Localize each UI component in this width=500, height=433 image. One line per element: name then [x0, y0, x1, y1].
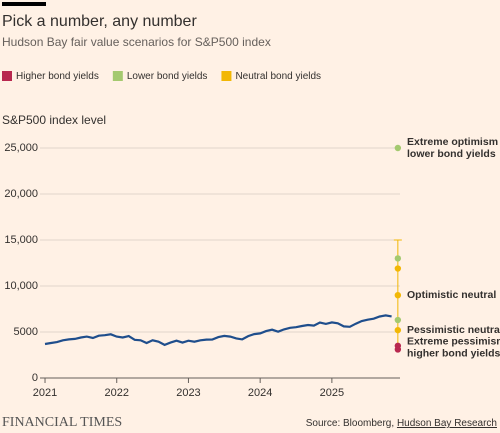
y-tick-label: 5000: [14, 326, 38, 338]
annotation: Extreme optimism: [407, 136, 498, 148]
y-tick-label: 10,000: [4, 280, 38, 292]
legend-swatch: [112, 71, 123, 81]
annotation: lower bond yields: [407, 148, 496, 160]
annotation: Extreme pessimism: [407, 335, 500, 347]
scenario-point: [394, 144, 402, 152]
annotation: Pessimistic neutral: [407, 324, 500, 336]
scenario-point: [394, 316, 402, 324]
y-tick-label: 25,000: [4, 142, 38, 154]
y-axis-label: S&P500 index level: [2, 113, 106, 127]
index-line: [44, 314, 392, 347]
x-tick-label: 2025: [320, 387, 344, 399]
annotation: Optimistic neutral: [407, 289, 496, 301]
source-link[interactable]: Hudson Bay Research: [397, 418, 497, 429]
legend-swatch: [221, 71, 232, 81]
y-tick-label: 15,000: [4, 234, 38, 246]
y-tick-label: 0: [32, 372, 38, 384]
brand: FINANCIAL TIMES: [2, 415, 122, 430]
x-tick-label: 2024: [248, 387, 272, 399]
legend-label: Lower bond yields: [127, 71, 208, 82]
scenario-point: [394, 265, 402, 272]
legend-label: Neutral bond yields: [235, 71, 321, 82]
annotation: higher bond yields: [407, 347, 500, 359]
y-tick-label: 20,000: [4, 188, 38, 200]
scenario-point: [394, 346, 402, 353]
scenario-point: [394, 292, 402, 299]
legend-label: Higher bond yields: [16, 71, 99, 82]
source: Source: Bloomberg, Hudson Bay Research: [306, 418, 497, 429]
legend-swatch: [2, 71, 12, 81]
x-tick-label: 2023: [176, 387, 200, 399]
chart-title: Pick a number, any number: [2, 13, 197, 30]
chart-subtitle: Hudson Bay fair value scenarios for S&P5…: [2, 35, 271, 49]
scenario-point: [394, 326, 402, 334]
source-prefix: Source: Bloomberg,: [306, 418, 397, 429]
x-tick-label: 2022: [104, 387, 128, 399]
scenario-point: [394, 255, 402, 262]
brand-bar: [2, 2, 46, 6]
x-tick-label: 2021: [33, 387, 57, 399]
